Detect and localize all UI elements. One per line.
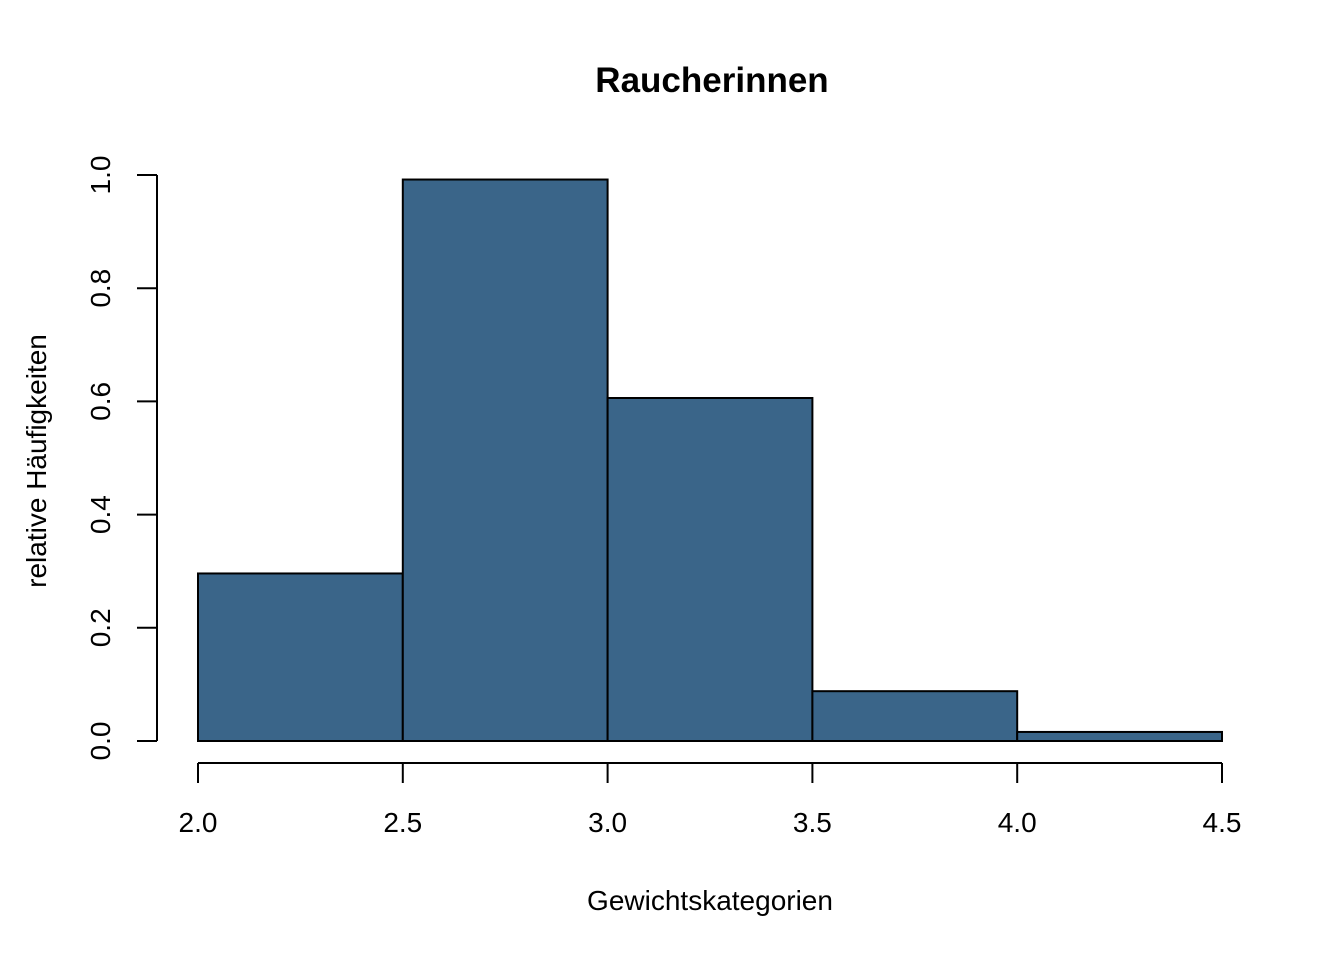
x-tick-label-4: 3.5 xyxy=(793,807,832,838)
x-tick-label-6: 4.5 xyxy=(1203,807,1242,838)
histogram-bar-4 xyxy=(811,690,1019,743)
x-tick-label-1: 2.0 xyxy=(179,807,218,838)
y-axis: 0.0 0.2 0.4 0.6 0.8 1.0 xyxy=(85,156,158,761)
y-tick-label-5: 0.8 xyxy=(85,269,116,308)
histogram-bar-1 xyxy=(197,572,404,742)
x-tick-label-5: 4.0 xyxy=(998,807,1037,838)
histogram-bar-2 xyxy=(401,178,609,742)
y-tick-label-3: 0.4 xyxy=(85,495,116,534)
x-axis-label: Gewichtskategorien xyxy=(587,885,833,916)
histogram-bar-5 xyxy=(1016,730,1224,742)
y-axis-label: relative Häufigkeiten xyxy=(21,334,52,588)
y-tick-label-2: 0.2 xyxy=(85,608,116,647)
x-tick-label-2: 2.5 xyxy=(383,807,422,838)
histogram-bar-3 xyxy=(606,397,814,742)
y-tick-label-1: 0.0 xyxy=(85,722,116,761)
y-tick-label-6: 1.0 xyxy=(85,156,116,195)
x-tick-label-3: 3.0 xyxy=(588,807,627,838)
bars-group xyxy=(197,178,1224,743)
y-tick-label-4: 0.6 xyxy=(85,382,116,421)
x-axis: 2.0 2.5 3.0 3.5 4.0 4.5 xyxy=(179,762,1242,838)
chart-title: Raucherinnen xyxy=(595,61,828,100)
